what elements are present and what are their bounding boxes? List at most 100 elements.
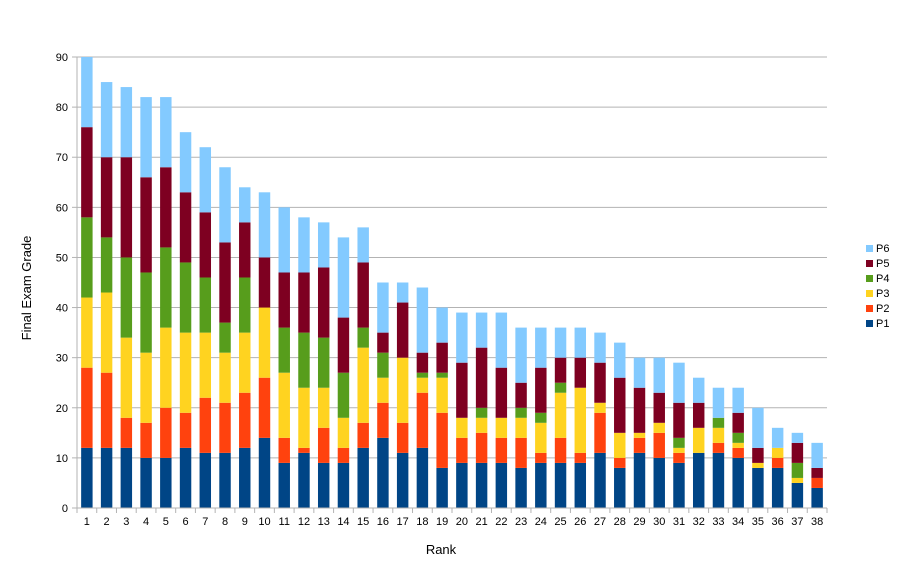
bar-segment-p6-rank-9 [239, 187, 251, 223]
bar-segment-p3-rank-15 [357, 347, 369, 423]
bar-segment-p5-rank-13 [317, 267, 330, 338]
bar-segment-p1-rank-20 [456, 462, 468, 508]
bar-segment-p6-rank-5 [160, 97, 172, 168]
bar-segment-p6-rank-8 [219, 167, 231, 243]
x-tick-label: 10 [258, 516, 270, 528]
bar-segment-p3-rank-8 [219, 352, 231, 403]
legend-label-p1: P1 [876, 318, 889, 330]
bar-segment-p5-rank-24 [535, 367, 547, 413]
bar-segment-p6-rank-3 [120, 87, 133, 158]
bar-segment-p2-rank-34 [732, 447, 744, 458]
bar-segment-p3-rank-34 [732, 442, 744, 448]
bar-segment-p5-rank-11 [278, 272, 290, 328]
bar-segment-p1-rank-35 [752, 467, 764, 508]
x-tick-label: 17 [397, 516, 409, 528]
bar-segment-p1-rank-23 [515, 467, 527, 508]
legend-label-p3: P3 [876, 288, 889, 300]
y-tick-label: 50 [56, 252, 68, 264]
x-tick-label: 18 [416, 516, 428, 528]
bar-segment-p5-rank-10 [258, 257, 271, 308]
x-tick-label: 4 [143, 516, 149, 528]
y-tick-label: 90 [56, 52, 68, 64]
bar-segment-p6-rank-13 [317, 222, 330, 268]
bar-segment-p2-rank-27 [594, 412, 606, 453]
x-tick-label: 11 [279, 516, 290, 528]
legend-swatch-p6 [866, 245, 873, 252]
bar-segment-p5-rank-38 [811, 467, 823, 478]
bar-segment-p5-rank-19 [436, 342, 448, 373]
bar-segment-p3-rank-3 [120, 337, 133, 418]
bar-segment-p6-rank-12 [298, 217, 310, 273]
x-tick-label: 38 [811, 516, 823, 528]
bar-segment-p2-rank-18 [416, 392, 429, 448]
bar-segment-p5-rank-16 [377, 332, 389, 353]
legend-swatch-p2 [866, 305, 873, 312]
bar-segment-p5-rank-34 [732, 412, 744, 433]
bar-segment-p2-rank-22 [495, 437, 508, 463]
x-tick-label: 25 [554, 516, 566, 528]
x-tick-label: 34 [732, 516, 744, 528]
bar-segment-p1-rank-2 [100, 447, 113, 508]
bar-segment-p6-rank-11 [278, 207, 290, 273]
bar-segment-p3-rank-7 [199, 332, 212, 398]
x-tick-label: 2 [104, 516, 110, 528]
bar-segment-p1-rank-32 [692, 452, 705, 508]
legend-label-p6: P6 [876, 243, 889, 255]
bar-segment-p3-rank-29 [633, 432, 646, 438]
x-tick-label: 35 [752, 516, 764, 528]
bar-segment-p1-rank-4 [140, 457, 152, 508]
x-tick-label: 23 [515, 516, 527, 528]
bar-segment-p2-rank-17 [396, 422, 409, 453]
bar-segment-p2-rank-36 [771, 457, 784, 468]
bar-segment-p1-rank-10 [258, 437, 271, 508]
bar-segment-p4-rank-3 [120, 257, 133, 338]
bar-segment-p6-rank-2 [100, 82, 113, 158]
bar-segment-p2-rank-23 [515, 437, 527, 468]
bar-segment-p3-rank-18 [416, 377, 429, 393]
bar-segment-p2-rank-8 [219, 402, 231, 453]
bar-segment-p5-rank-5 [160, 167, 172, 248]
x-tick-label: 16 [377, 516, 389, 528]
x-tick-label: 29 [633, 516, 645, 528]
bar-segment-p2-rank-1 [81, 367, 93, 448]
legend-swatch-p4 [866, 275, 873, 282]
x-tick-label: 6 [182, 516, 188, 528]
bar-segment-p4-rank-2 [100, 237, 113, 293]
bar-segment-p4-rank-33 [712, 417, 725, 428]
bar-segment-p5-rank-9 [239, 222, 251, 278]
bar-segment-p6-rank-27 [594, 332, 606, 363]
bar-segment-p6-rank-17 [396, 282, 409, 303]
bar-segment-p6-rank-34 [732, 387, 744, 413]
bar-segment-p2-rank-10 [258, 377, 271, 438]
x-tick-label: 20 [456, 516, 468, 528]
bar-segment-p3-rank-14 [337, 417, 350, 448]
legend: P6 P5 P4 P3 P2 P1 [866, 243, 889, 330]
bar-segment-p5-rank-31 [673, 402, 685, 438]
bar-segment-p5-rank-35 [752, 447, 764, 463]
bar-segment-p4-rank-18 [416, 372, 429, 378]
y-tick-label: 0 [62, 503, 68, 515]
bar-segment-p2-rank-31 [673, 452, 685, 463]
bar-segment-p2-rank-15 [357, 422, 369, 448]
bar-segment-p5-rank-1 [81, 127, 93, 218]
bar-segment-p2-rank-16 [377, 402, 389, 438]
bar-segment-p2-rank-19 [436, 412, 448, 468]
x-tick-label: 27 [594, 516, 606, 528]
x-tick-label: 1 [84, 516, 90, 528]
bar-segment-p1-rank-11 [278, 462, 290, 508]
bar-segment-p6-rank-37 [791, 432, 804, 443]
bar-segment-p3-rank-5 [160, 327, 172, 408]
bar-segment-p2-rank-24 [535, 452, 547, 463]
bar-segment-p1-rank-19 [436, 467, 448, 508]
bar-segment-p1-rank-29 [633, 452, 646, 508]
bar-segment-p6-rank-25 [554, 327, 567, 358]
bar-segment-p6-rank-28 [614, 342, 626, 378]
bar-segment-p3-rank-32 [692, 427, 705, 453]
x-tick-label: 24 [535, 516, 547, 528]
bar-segment-p6-rank-7 [199, 147, 212, 213]
bar-segment-p1-rank-18 [416, 447, 429, 508]
bar-segment-p6-rank-24 [535, 327, 547, 368]
bar-segment-p5-rank-26 [574, 357, 587, 388]
x-tick-label: 7 [202, 516, 208, 528]
